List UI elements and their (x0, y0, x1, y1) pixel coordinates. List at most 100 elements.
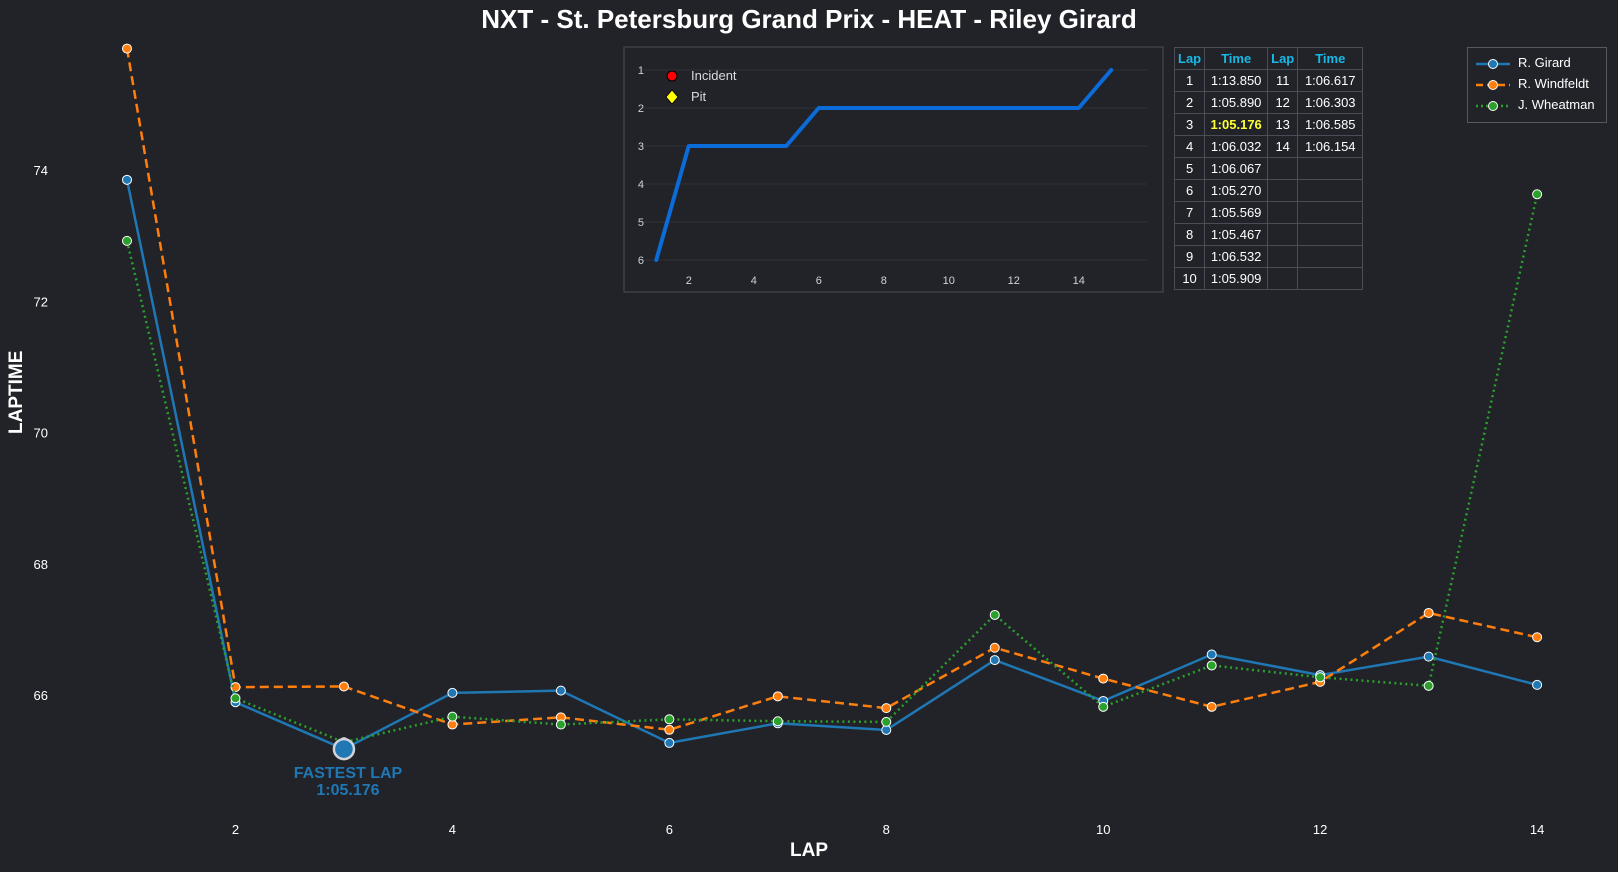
table-header-lap: Lap (1173, 47, 1206, 70)
data-point-wheatman (1098, 701, 1109, 712)
data-point-windfeldt (989, 642, 1000, 653)
x-tick-label: 2 (232, 822, 239, 837)
lap-number-cell: 1 (1173, 69, 1206, 92)
data-point-wheatman (1315, 672, 1326, 683)
lap-number-cell (1267, 267, 1299, 290)
data-point-girard (447, 687, 458, 698)
data-point-wheatman (664, 714, 675, 725)
lap-time-cell: 1:06.067 (1204, 157, 1269, 180)
table-row: 1 1:13.850 11 1:06.617 (1173, 69, 1364, 92)
y-tick-label: 72 (34, 294, 48, 309)
inset-chart-frame (623, 46, 1164, 293)
data-point-wheatman (1206, 660, 1217, 671)
y-tick-label: 66 (34, 688, 48, 703)
table-header-lap: Lap (1267, 47, 1299, 70)
lap-times-table: Lap Time Lap Time 1 1:13.850 11 1:06.617 2 1:… (1173, 47, 1364, 290)
lap-number-cell: 9 (1173, 245, 1206, 268)
lap-number-cell: 3 (1173, 113, 1206, 136)
lap-number-cell: 11 (1267, 69, 1299, 92)
data-point-windfeldt (1098, 673, 1109, 684)
lap-time-cell: 1:05.270 (1204, 179, 1269, 202)
inset-y-tick-label: 4 (638, 179, 644, 191)
inset-y-tick-label: 5 (638, 217, 644, 229)
inset-legend-pit: Pit (691, 89, 707, 104)
lap-number-cell: 7 (1173, 201, 1206, 224)
x-tick-label: 4 (449, 822, 456, 837)
lap-number-cell: 12 (1267, 91, 1299, 114)
lap-time-cell: 1:06.303 (1297, 91, 1364, 114)
inset-y-tick-label: 1 (638, 65, 644, 77)
table-row: 4 1:06.032 14 1:06.154 (1173, 135, 1364, 158)
table-row: 8 1:05.467 (1173, 223, 1364, 246)
x-tick-label: 8 (883, 822, 890, 837)
data-point-wheatman (555, 719, 566, 730)
data-point-girard (664, 737, 675, 748)
lap-time-cell: 1:06.585 (1297, 113, 1364, 136)
data-point-wheatman (447, 711, 458, 722)
data-point-windfeldt (1423, 607, 1434, 618)
y-axis-label: LAPTIME (6, 350, 27, 434)
table-row: 10 1:05.909 (1173, 267, 1364, 290)
inset-x-tick-label: 2 (686, 275, 692, 287)
table-row: 2 1:05.890 12 1:06.303 (1173, 91, 1364, 114)
data-point-girard (1206, 649, 1217, 660)
data-point-windfeldt (230, 682, 241, 693)
lap-number-cell: 14 (1267, 135, 1299, 158)
fastest-lap-marker (332, 737, 356, 761)
data-point-wheatman (772, 716, 783, 727)
series-line-wheatman (125, 194, 1539, 744)
lap-time-cell: 1:06.532 (1204, 245, 1269, 268)
lap-number-cell (1267, 201, 1299, 224)
data-point-windfeldt (881, 703, 892, 714)
legend-label-girard: R. Girard (1518, 55, 1571, 70)
table-header-row: Lap Time Lap Time (1173, 47, 1364, 70)
x-tick-label: 12 (1313, 822, 1327, 837)
incident-marker-icon (666, 70, 678, 82)
legend-label-wheatman: J. Wheatman (1518, 97, 1595, 112)
series-line-girard (125, 179, 1538, 751)
inset-legend-incident: Incident (691, 68, 737, 83)
x-tick-label: 10 (1096, 822, 1110, 837)
lap-number-cell: 4 (1173, 135, 1206, 158)
lap-time-cell (1297, 179, 1364, 202)
lap-number-cell: 6 (1173, 179, 1206, 202)
table-row: 9 1:06.532 (1173, 245, 1364, 268)
inset-y-tick-label: 2 (638, 103, 644, 115)
lap-time-cell: 1:05.176 (1204, 113, 1269, 136)
fastest-lap-value: 1:05.176 (316, 782, 380, 799)
fastest-lap-label: FASTEST LAP (293, 765, 403, 782)
y-tick-label: 74 (34, 163, 48, 178)
table-row: 7 1:05.569 (1173, 201, 1364, 224)
lap-time-cell: 1:13.850 (1204, 69, 1269, 92)
data-point-girard (1532, 679, 1543, 690)
inset-x-tick-label: 12 (1008, 275, 1020, 287)
lap-time-cell (1297, 245, 1364, 268)
data-point-wheatman (1423, 680, 1434, 691)
table-header-time: Time (1297, 47, 1364, 70)
lap-number-cell: 2 (1173, 91, 1206, 114)
data-point-windfeldt (664, 724, 675, 735)
lap-time-cell: 1:06.617 (1297, 69, 1364, 92)
data-point-girard (1423, 651, 1434, 662)
y-tick-label: 70 (34, 426, 48, 441)
lap-number-cell (1267, 179, 1299, 202)
legend-label-windfeldt: R. Windfeldt (1518, 76, 1589, 91)
lap-time-cell (1297, 157, 1364, 180)
data-point-windfeldt (1532, 632, 1543, 643)
inset-x-tick-label: 8 (881, 275, 887, 287)
pit-marker-icon (665, 89, 679, 105)
data-point-girard (989, 655, 1000, 666)
data-point-windfeldt (772, 691, 783, 702)
lap-time-cell (1297, 201, 1364, 224)
data-point-girard (122, 174, 132, 185)
data-point-windfeldt (122, 43, 132, 54)
table-row: 6 1:05.270 (1173, 179, 1364, 202)
inset-x-tick-label: 4 (751, 275, 757, 287)
data-point-wheatman (989, 609, 1000, 620)
data-point-windfeldt (1206, 701, 1217, 712)
lap-number-cell: 10 (1173, 267, 1206, 290)
lap-time-cell: 1:05.909 (1204, 267, 1269, 290)
chart-title: NXT - St. Petersburg Grand Prix - HEAT -… (481, 4, 1137, 34)
lap-number-cell: 5 (1173, 157, 1206, 180)
